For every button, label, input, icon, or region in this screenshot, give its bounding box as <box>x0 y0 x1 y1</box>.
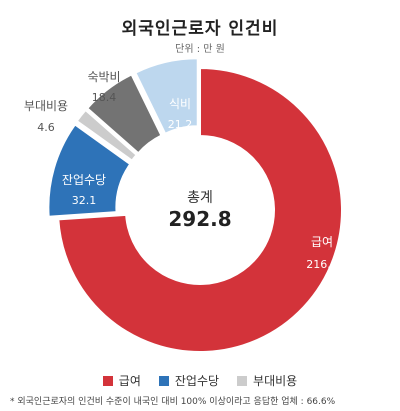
center-total-value: 292.8 <box>168 207 231 231</box>
legend-item-incidental: 부대비용 <box>237 372 297 389</box>
footnote: * 외국인근로자의 인건비 수준이 내국인 대비 100% 이상이라고 응답한 … <box>10 397 336 407</box>
legend-item-overtime: 잔업수당 <box>158 372 220 389</box>
center-total-label: 총계 <box>187 190 213 206</box>
legend-label-incidental: 부대비용 <box>253 374 298 388</box>
legend-swatch-salary <box>102 375 113 386</box>
slice-label-meal: 식비 <box>169 97 191 111</box>
slice-label-salary: 급여 <box>311 235 333 249</box>
slice-label-overtime: 잔업수당 <box>62 173 106 187</box>
donut-chart: 급여 216.5 잔업수당 32.1 부대비용 4.6 숙박비 18.4 식비 21.2 총계 2… <box>24 57 343 353</box>
slice-value-salary: 216.5 <box>306 258 338 271</box>
slice-lodging <box>85 73 163 155</box>
legend: 급여 잔업수당 부대비용 <box>0 372 400 389</box>
legend-label-salary: 급여 <box>118 374 141 388</box>
slice-value-incidental: 4.6 <box>37 121 55 134</box>
slice-value-lodging: 18.4 <box>92 91 117 104</box>
slice-label-incidental: 부대비용 <box>24 99 68 113</box>
slice-value-meal: 21.2 <box>168 118 193 131</box>
slice-label-lodging: 숙박비 <box>87 70 120 84</box>
slice-salary <box>57 66 343 353</box>
slice-overtime <box>47 123 132 218</box>
unit-label: 단위 : 만 원 <box>175 44 225 55</box>
legend-swatch-overtime <box>158 375 169 386</box>
chart-title: 외국인근로자 인건비 <box>121 19 279 39</box>
legend-item-salary: 급여 <box>102 372 141 389</box>
legend-swatch-incidental <box>237 375 248 386</box>
legend-label-overtime: 잔업수당 <box>174 374 220 388</box>
slice-value-overtime: 32.1 <box>72 194 97 207</box>
slice-incidental <box>75 108 138 163</box>
slice-meal <box>134 57 199 136</box>
